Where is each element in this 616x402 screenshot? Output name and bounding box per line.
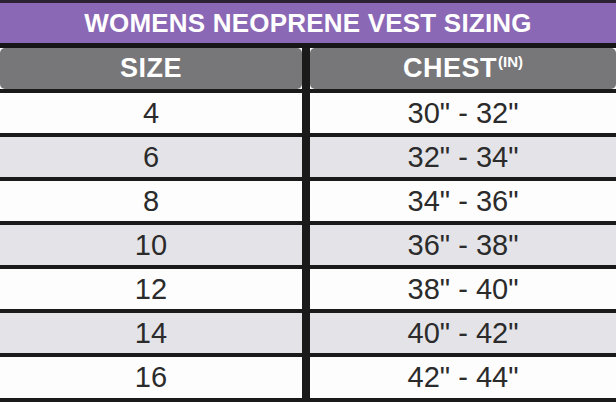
chest-cell: 40" - 42" <box>310 313 616 353</box>
chest-cell: 36" - 38" <box>310 225 616 265</box>
chest-column-header: CHEST(IN) <box>310 48 616 89</box>
size-cell: 12 <box>0 269 302 309</box>
table-row: 14 40" - 42" <box>0 313 616 357</box>
column-divider <box>302 48 310 89</box>
column-divider <box>302 181 310 221</box>
size-column-header: SIZE <box>0 48 302 89</box>
chest-cell: 38" - 40" <box>310 269 616 309</box>
size-cell: 4 <box>0 93 302 133</box>
size-cell: 14 <box>0 313 302 353</box>
table-header-row: SIZE CHEST(IN) <box>0 48 616 93</box>
column-divider <box>302 137 310 177</box>
column-divider <box>302 357 310 398</box>
size-cell: 6 <box>0 137 302 177</box>
chest-cell: 32" - 34" <box>310 137 616 177</box>
table-row: 4 30" - 32" <box>0 93 616 137</box>
table-row: 16 42" - 44" <box>0 357 616 402</box>
chest-cell: 42" - 44" <box>310 357 616 398</box>
size-cell: 10 <box>0 225 302 265</box>
table-row: 12 38" - 40" <box>0 269 616 313</box>
table-row: 10 36" - 38" <box>0 225 616 269</box>
column-divider <box>302 313 310 353</box>
chest-cell: 34" - 36" <box>310 181 616 221</box>
chest-cell: 30" - 32" <box>310 93 616 133</box>
column-divider <box>302 93 310 133</box>
chart-title: WOMENS NEOPRENE VEST SIZING <box>84 8 531 39</box>
column-divider <box>302 225 310 265</box>
chest-unit-superscript: (IN) <box>498 53 523 70</box>
size-column-label: SIZE <box>120 53 182 84</box>
column-divider <box>302 269 310 309</box>
chart-title-bar: WOMENS NEOPRENE VEST SIZING <box>0 0 616 48</box>
table-row: 8 34" - 36" <box>0 181 616 225</box>
sizing-chart: WOMENS NEOPRENE VEST SIZING SIZE CHEST(I… <box>0 0 616 402</box>
table-row: 6 32" - 34" <box>0 137 616 181</box>
size-cell: 16 <box>0 357 302 398</box>
chest-column-label: CHEST <box>403 53 497 84</box>
size-cell: 8 <box>0 181 302 221</box>
